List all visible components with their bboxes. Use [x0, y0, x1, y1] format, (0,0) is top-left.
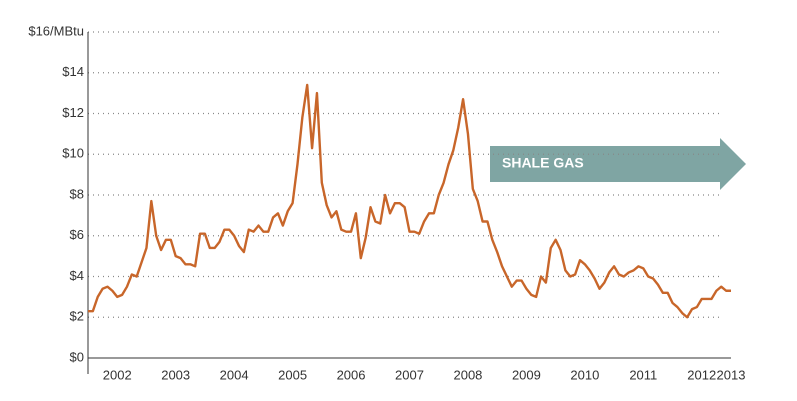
x-tick-label: 2005	[278, 367, 307, 382]
y-tick-label: $4	[70, 268, 84, 283]
shale-gas-arrow: SHALE GAS	[490, 138, 746, 190]
arrow-shape	[490, 138, 746, 190]
x-tick-label: 2012	[687, 367, 716, 382]
x-tick-label: 2003	[161, 367, 190, 382]
x-tick-label: 2007	[395, 367, 424, 382]
x-tick-label: 2002	[103, 367, 132, 382]
y-tick-label: $2	[70, 309, 84, 324]
price-line	[88, 83, 731, 319]
y-tick-label: $12	[62, 105, 84, 120]
y-tick-label: $6	[70, 227, 84, 242]
annotation: SHALE GAS	[502, 155, 584, 171]
y-tick-label: $8	[70, 186, 84, 201]
x-tick-label: 2009	[512, 367, 541, 382]
y-tick-label: $10	[62, 146, 84, 161]
y-tick-label: $0	[70, 349, 84, 364]
x-tick-label: 2006	[337, 367, 366, 382]
x-tick-label: 2011	[629, 367, 657, 382]
x-tick-label: 2008	[453, 367, 482, 382]
y-tick-label: $16/MBtu	[28, 23, 84, 38]
y-tick-label: $14	[62, 64, 84, 79]
x-tick-label: 2010	[570, 367, 599, 382]
x-tick-label: 2004	[220, 367, 249, 382]
x-tick-label: 2013	[717, 367, 746, 382]
